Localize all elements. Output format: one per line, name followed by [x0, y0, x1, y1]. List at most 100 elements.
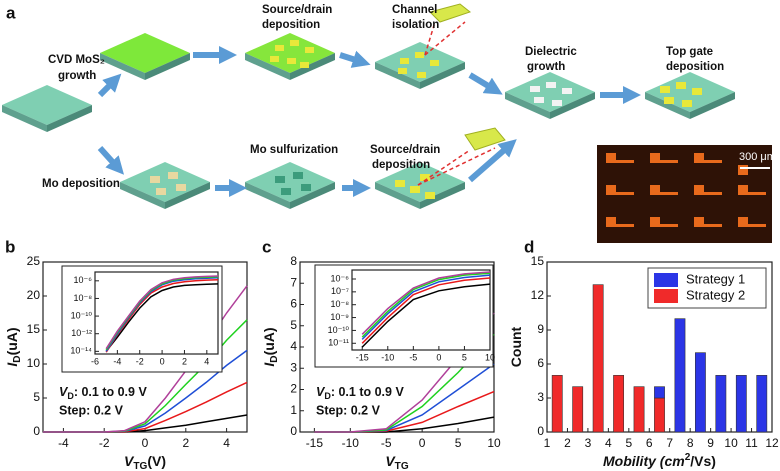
y-tick-label: 0	[33, 424, 40, 438]
y-tick-label: 9	[537, 322, 544, 336]
legend-swatch	[654, 289, 678, 303]
x-tick-label: 4	[223, 436, 230, 450]
y-tick-label: 12	[531, 288, 545, 302]
x-tick-label: 10	[724, 436, 738, 450]
annotation: Step: 0.2 V	[59, 403, 124, 417]
x-axis-label: VTG(V)	[124, 453, 166, 471]
y-axis-label: Count	[508, 326, 524, 367]
y-tick-label: 0	[537, 424, 544, 438]
y-tick-label: 10⁻⁹	[330, 312, 349, 322]
series-line	[361, 271, 491, 335]
mo-pads	[150, 172, 186, 195]
step-label: deposition	[372, 159, 430, 171]
y-tick-label: 15	[531, 254, 545, 268]
x-tick-label: 8	[687, 436, 694, 450]
x-tick-label: -15	[356, 352, 369, 362]
y-tick-label: 20	[27, 288, 41, 302]
y-tick-label: 10⁻¹²	[71, 328, 92, 338]
x-tick-label: 10	[485, 352, 495, 362]
x-tick-label: 4	[204, 356, 209, 366]
x-tick-label: 0	[142, 436, 149, 450]
dielectric-pads	[530, 82, 572, 106]
y-axis-label-part: I	[4, 362, 20, 367]
legend-label: Strategy 1	[686, 271, 745, 286]
annotation-part: D	[324, 391, 331, 401]
panel-label: c	[262, 237, 271, 256]
y-tick-label: 10⁻⁸	[330, 299, 349, 309]
annotation: VD: 0.1 to 0.9 V	[59, 385, 147, 401]
series-line	[361, 283, 491, 348]
x-tick-label: -15	[306, 436, 324, 450]
step-label: deposition	[262, 19, 320, 31]
mo-plate	[120, 162, 210, 209]
y-tick-label: 10⁻⁶	[74, 275, 93, 285]
x-tick-label: 0	[160, 356, 165, 366]
y-tick-label: 15	[27, 322, 41, 336]
y-axis-label-part: D	[269, 355, 280, 362]
series-line	[361, 274, 491, 340]
y-tick-label: 7	[290, 275, 297, 289]
x-tick-label: 5	[625, 436, 632, 450]
y-tick-label: 3	[537, 390, 544, 404]
x-tick-label: 10	[487, 436, 501, 450]
step-label: Mo deposition	[42, 178, 120, 190]
x-tick-label: 9	[707, 436, 714, 450]
x-tick-label: 11	[745, 436, 758, 450]
step-label: deposition	[666, 61, 724, 73]
y-tick-label: 6	[537, 356, 544, 370]
y-tick-label: 3	[290, 360, 297, 374]
x-tick-label: -10	[381, 352, 394, 362]
y-tick-label: 10⁻¹⁰	[328, 325, 350, 335]
y-tick-label: 5	[33, 390, 40, 404]
step-label: Top gate	[666, 46, 713, 58]
step-label: growth	[527, 61, 565, 73]
iso-plate	[375, 42, 465, 89]
x-tick-label: -2	[99, 436, 110, 450]
x-tick-label: -6	[91, 356, 99, 366]
bar	[674, 318, 686, 433]
annotation: VD: 0.1 to 0.9 V	[316, 385, 404, 401]
step-labels: CVD MoS₂ growth Source/drain deposition …	[42, 4, 724, 190]
x-axis-label: VTG	[385, 453, 408, 471]
y-tick-label: 2	[290, 382, 297, 396]
y-tick-label: 1	[290, 403, 297, 417]
annotation-part: D	[67, 391, 74, 401]
legend-label: Strategy 2	[686, 287, 745, 302]
bar	[633, 386, 645, 433]
y-tick-label: 10⁻¹¹	[328, 338, 349, 348]
plot-frame	[351, 269, 491, 351]
arrows	[97, 46, 641, 197]
x-tick-label: 0	[436, 352, 441, 362]
series-line	[105, 283, 219, 352]
step-label: growth	[58, 70, 96, 82]
diel-plate	[505, 72, 595, 119]
x-tick-label: -4	[58, 436, 69, 450]
y-tick-label: 10⁻⁷	[331, 286, 349, 296]
x-axis-label-part: TG	[395, 461, 409, 471]
series-line	[361, 272, 491, 338]
x-tick-label: 7	[666, 436, 673, 450]
y-axis-label-part: (uA)	[4, 327, 20, 355]
y-tick-label: 10⁻¹⁴	[70, 346, 92, 356]
bar	[613, 375, 625, 433]
bar	[654, 386, 665, 399]
x-axis-label-part: V	[124, 453, 135, 469]
y-tick-label: 10⁻⁶	[331, 273, 350, 283]
bar	[715, 375, 727, 433]
panel-label: b	[5, 237, 15, 256]
x-tick-label: -2	[136, 356, 144, 366]
mos2-plate	[100, 33, 190, 80]
step-label: isolation	[392, 19, 439, 31]
series-line	[314, 416, 495, 433]
bar	[756, 375, 768, 433]
bar	[735, 375, 747, 433]
y-tick-label: 10	[27, 356, 41, 370]
x-tick-label: -4	[113, 356, 121, 366]
series-line	[361, 277, 491, 344]
x-tick-label: 3	[585, 436, 592, 450]
sulf-plate	[245, 162, 335, 209]
y-axis-label: ID(uA)	[4, 327, 23, 366]
x-axis-label-part: TG	[133, 461, 147, 471]
x-tick-label: 2	[182, 436, 189, 450]
process-diagram: a	[2, 3, 776, 243]
